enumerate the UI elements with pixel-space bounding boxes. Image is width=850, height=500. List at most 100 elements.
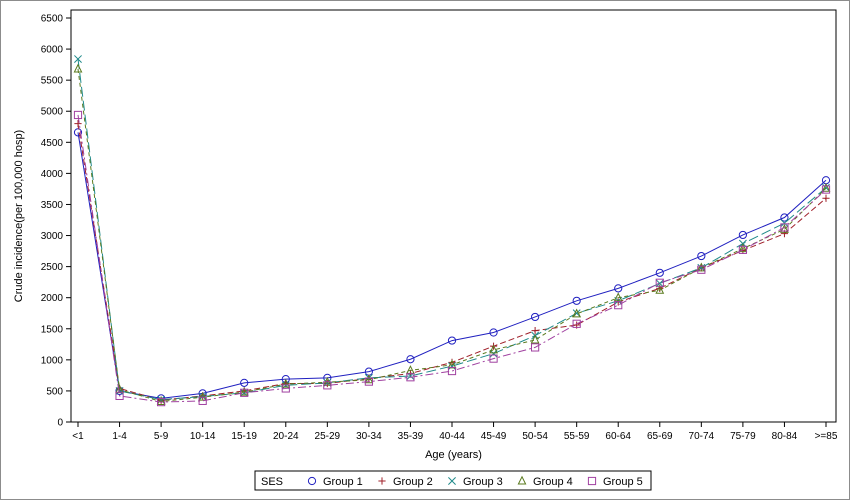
data-point bbox=[323, 381, 332, 390]
data-point bbox=[696, 262, 706, 272]
x-tick-label: 55-59 bbox=[564, 431, 590, 442]
y-tick-label: 6000 bbox=[41, 45, 64, 56]
legend-entry: Group 2 bbox=[393, 476, 433, 488]
x-tick-label: 1-4 bbox=[112, 431, 127, 442]
data-point bbox=[614, 301, 623, 310]
x-tick-label: 80-84 bbox=[772, 431, 798, 442]
data-point bbox=[697, 265, 706, 274]
y-tick-label: 5000 bbox=[41, 107, 64, 118]
x-tick-label: 50-54 bbox=[522, 431, 548, 442]
legend-entry: Group 3 bbox=[463, 476, 503, 488]
series-5 bbox=[73, 110, 831, 407]
data-point bbox=[821, 176, 831, 185]
data-point bbox=[531, 327, 539, 335]
data-point bbox=[780, 213, 789, 222]
data-point bbox=[572, 319, 581, 328]
y-axis-title: Crude incidence(per 100,000 hosp) bbox=[13, 130, 25, 302]
x-tick-label: 30-34 bbox=[356, 431, 382, 442]
data-point bbox=[780, 219, 789, 228]
data-point bbox=[655, 268, 664, 277]
data-point bbox=[73, 63, 83, 73]
y-tick-label: 2000 bbox=[41, 293, 64, 304]
data-point bbox=[531, 343, 540, 352]
y-tick-label: 1000 bbox=[41, 355, 64, 366]
x-tick-label: 25-29 bbox=[315, 431, 341, 442]
x-tick-label: 10-14 bbox=[190, 431, 216, 442]
legend-marker bbox=[587, 476, 597, 486]
x-tick-label: 15-19 bbox=[231, 431, 257, 442]
legend-marker bbox=[448, 477, 456, 485]
data-point bbox=[240, 388, 249, 397]
data-point bbox=[198, 392, 207, 401]
data-point bbox=[198, 391, 208, 401]
data-point bbox=[406, 373, 415, 382]
data-point bbox=[821, 182, 831, 192]
data-point bbox=[73, 110, 83, 120]
series-line bbox=[77, 68, 827, 402]
plot-area bbox=[70, 9, 837, 423]
data-point bbox=[406, 355, 415, 364]
data-point bbox=[572, 308, 582, 318]
data-point bbox=[822, 194, 830, 202]
data-point bbox=[447, 366, 457, 376]
x-tick-label: 60-64 bbox=[605, 431, 631, 442]
data-point bbox=[281, 378, 291, 388]
x-tick-label: <1 bbox=[72, 431, 84, 442]
data-point bbox=[364, 377, 373, 386]
data-point bbox=[156, 396, 166, 405]
data-point bbox=[489, 354, 498, 363]
data-point bbox=[613, 292, 623, 302]
data-point bbox=[447, 336, 457, 345]
data-point bbox=[655, 279, 664, 288]
legend-entry: Group 4 bbox=[533, 476, 573, 488]
data-point bbox=[281, 384, 290, 393]
data-point bbox=[364, 374, 374, 384]
data-point bbox=[614, 284, 623, 293]
data-point bbox=[822, 183, 830, 192]
data-point bbox=[738, 245, 747, 254]
data-point bbox=[239, 386, 249, 396]
data-point bbox=[655, 284, 665, 294]
x-tick-label: 35-39 bbox=[398, 431, 424, 442]
data-point bbox=[655, 278, 664, 287]
y-tick-label: 5500 bbox=[41, 76, 64, 87]
y-tick-label: 1500 bbox=[41, 324, 64, 335]
legend-marker bbox=[517, 475, 527, 485]
data-point bbox=[448, 362, 456, 371]
y-tick-label: 2500 bbox=[41, 262, 64, 273]
data-point bbox=[489, 328, 498, 337]
legend: SES Group 1 Group 2 Group 3 Group 4 Group 5 bbox=[254, 470, 652, 491]
x-tick-label: 45-49 bbox=[481, 431, 507, 442]
y-tick-label: 4000 bbox=[41, 169, 64, 180]
data-point bbox=[572, 296, 581, 305]
data-point bbox=[738, 243, 748, 253]
legend-marker bbox=[307, 476, 317, 486]
x-tick-label: 75-79 bbox=[730, 431, 756, 442]
x-tick-label: 40-44 bbox=[439, 431, 465, 442]
y-tick-label: 6500 bbox=[41, 14, 64, 25]
data-point bbox=[821, 185, 831, 194]
data-point bbox=[74, 55, 82, 63]
legend-marker bbox=[378, 477, 386, 485]
x-tick-label: 5-9 bbox=[154, 431, 169, 442]
x-tick-label: >=85 bbox=[815, 431, 838, 442]
x-tick-label: 65-69 bbox=[647, 431, 673, 442]
data-point bbox=[697, 251, 706, 261]
series-3 bbox=[74, 55, 830, 404]
data-point bbox=[74, 120, 82, 128]
legend-title: SES bbox=[261, 476, 283, 488]
data-point bbox=[157, 398, 166, 407]
data-point bbox=[738, 230, 747, 240]
legend-entry: Group 5 bbox=[603, 476, 643, 488]
legend-entry: Group 1 bbox=[323, 476, 363, 488]
data-point bbox=[530, 334, 540, 344]
data-point bbox=[73, 128, 83, 137]
data-point bbox=[115, 386, 124, 395]
y-tick-label: 500 bbox=[46, 386, 63, 397]
y-tick-label: 3500 bbox=[41, 200, 64, 211]
data-point bbox=[240, 378, 249, 387]
series-line bbox=[77, 132, 827, 399]
x-tick-label: 70-74 bbox=[689, 431, 715, 442]
